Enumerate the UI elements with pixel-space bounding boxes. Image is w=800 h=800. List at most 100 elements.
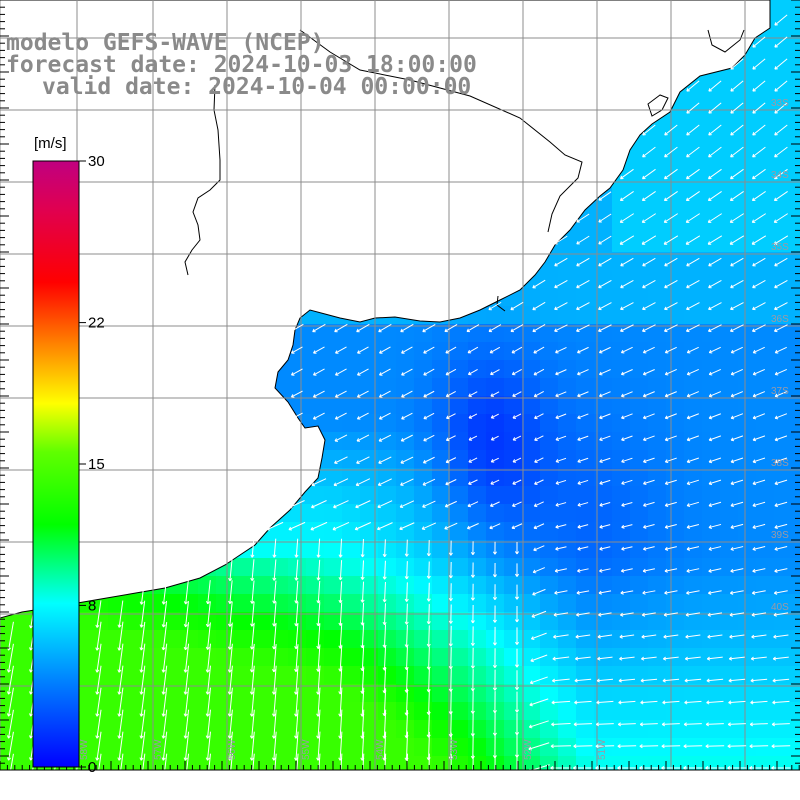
wind-arrow bbox=[642, 590, 656, 595]
wind-arrow bbox=[752, 568, 766, 573]
wind-cell bbox=[504, 648, 523, 667]
wind-cell bbox=[648, 126, 667, 145]
wind-cell bbox=[306, 342, 325, 361]
wind-arrow bbox=[227, 709, 233, 739]
wind-cell bbox=[630, 630, 649, 649]
wind-cell bbox=[648, 450, 667, 469]
wind-arrow bbox=[552, 656, 570, 661]
wind-arrow bbox=[642, 346, 655, 354]
wind-cell bbox=[396, 450, 415, 469]
wind-cell bbox=[684, 558, 703, 577]
wind-cell bbox=[108, 630, 127, 649]
wind-cell bbox=[468, 342, 487, 361]
wind-cell bbox=[504, 324, 523, 343]
wind-arrow bbox=[494, 755, 496, 770]
wind-cell bbox=[450, 324, 469, 343]
wind-arrow bbox=[555, 457, 567, 463]
wind-cell bbox=[648, 738, 667, 757]
wind-cell bbox=[198, 612, 217, 631]
wind-cell bbox=[0, 666, 19, 685]
wind-arrow bbox=[512, 457, 522, 463]
wind-cell bbox=[306, 594, 325, 613]
wind-cell bbox=[612, 432, 631, 451]
latitude-label: 34S bbox=[771, 170, 789, 181]
wind-cell bbox=[666, 432, 685, 451]
wind-cell bbox=[774, 126, 793, 145]
wind-cell bbox=[540, 450, 559, 469]
title-valid-date: valid date: 2024-10-04 00:00:00 bbox=[42, 74, 472, 100]
wind-cell bbox=[180, 612, 199, 631]
wind-cell bbox=[396, 684, 415, 703]
wind-arrow bbox=[422, 500, 436, 508]
wind-arrow bbox=[551, 700, 571, 705]
wind-cell bbox=[756, 216, 775, 235]
wind-cell bbox=[792, 234, 800, 253]
wind-cell bbox=[360, 666, 379, 685]
wind-arrow bbox=[360, 539, 365, 558]
wind-cell bbox=[612, 702, 631, 721]
wind-cell bbox=[360, 378, 379, 397]
wind-cell bbox=[720, 324, 739, 343]
wind-cell bbox=[576, 684, 595, 703]
wind-arrow bbox=[774, 523, 788, 529]
wind-arrow bbox=[6, 709, 14, 739]
wind-cell bbox=[594, 252, 613, 271]
wind-arrow bbox=[683, 765, 703, 770]
wind-cell bbox=[414, 630, 433, 649]
wind-cell bbox=[774, 378, 793, 397]
wind-arrow bbox=[574, 700, 592, 705]
wind-cell bbox=[594, 612, 613, 631]
wind-cell bbox=[396, 774, 415, 793]
wind-cell bbox=[450, 522, 469, 541]
wind-cell bbox=[234, 756, 253, 770]
wind-arrow bbox=[445, 368, 457, 376]
wind-cell bbox=[648, 522, 667, 541]
wind-cell bbox=[414, 648, 433, 667]
wind-arrow bbox=[228, 559, 233, 582]
wind-cell bbox=[666, 360, 685, 379]
wind-arrow bbox=[378, 434, 392, 442]
wind-arrow bbox=[470, 626, 475, 646]
wind-cell bbox=[180, 738, 199, 757]
wind-cell bbox=[630, 756, 649, 770]
wind-arrow bbox=[316, 559, 321, 581]
wind-cell bbox=[234, 774, 253, 793]
wind-arrow bbox=[573, 722, 592, 727]
wind-cell bbox=[720, 234, 739, 253]
wind-cell bbox=[522, 306, 541, 325]
wind-cell bbox=[198, 702, 217, 721]
wind-cell bbox=[774, 108, 793, 127]
wind-arrow bbox=[448, 625, 453, 647]
wind-cell bbox=[648, 342, 667, 361]
wind-cell bbox=[612, 360, 631, 379]
wind-arrow bbox=[708, 324, 722, 333]
wind-cell bbox=[720, 576, 739, 595]
wind-cell bbox=[504, 594, 523, 613]
wind-cell bbox=[612, 684, 631, 703]
wind-cell bbox=[360, 540, 379, 559]
wind-cell bbox=[396, 666, 415, 685]
wind-cell bbox=[450, 774, 469, 793]
wind-cell bbox=[774, 738, 793, 757]
wind-cell bbox=[774, 702, 793, 721]
wind-arrow bbox=[708, 146, 722, 158]
wind-cell bbox=[684, 540, 703, 559]
wind-arrow bbox=[621, 524, 633, 529]
wind-cell bbox=[576, 216, 595, 235]
wind-arrow bbox=[554, 280, 568, 289]
wind-cell bbox=[702, 756, 721, 770]
wind-cell bbox=[774, 72, 793, 91]
wind-cell bbox=[576, 738, 595, 757]
wind-arrow bbox=[426, 625, 431, 647]
wind-cell bbox=[360, 576, 379, 595]
wind-arrow bbox=[686, 124, 700, 136]
wind-arrow bbox=[468, 457, 478, 463]
wind-cell bbox=[702, 378, 721, 397]
wind-cell bbox=[468, 378, 487, 397]
wind-arrow bbox=[139, 731, 146, 761]
wind-arrow bbox=[512, 479, 522, 485]
wind-cell bbox=[504, 378, 523, 397]
wind-arrow bbox=[774, 102, 788, 114]
wind-cell bbox=[774, 414, 793, 433]
wind-arrow bbox=[334, 390, 347, 398]
